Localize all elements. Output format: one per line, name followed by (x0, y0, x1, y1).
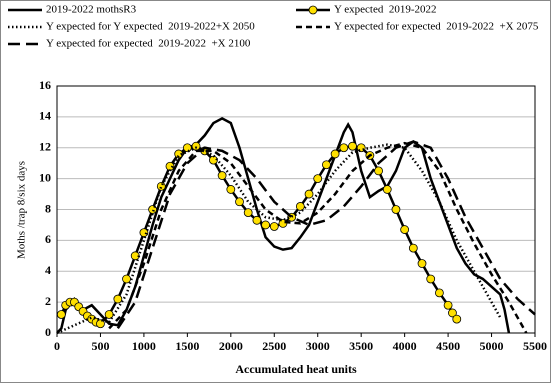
x-tick-label: 4500 (436, 339, 460, 353)
y-tick-label: 12 (39, 140, 51, 154)
data-point (104, 310, 114, 319)
legend-label: Y expected for expected 2019-2022 +X 207… (334, 21, 539, 33)
data-point (426, 274, 436, 284)
data-point (226, 185, 236, 194)
series-line (108, 141, 528, 334)
y-tick-label: 2 (45, 294, 51, 308)
legend-marker (308, 5, 318, 15)
x-tick-label: 4000 (393, 339, 417, 353)
y-tick-label: 16 (39, 78, 51, 92)
data-point (382, 185, 392, 194)
data-point (122, 274, 131, 284)
data-point (113, 294, 123, 304)
x-tick-label: 2500 (262, 339, 286, 353)
data-point (295, 202, 305, 211)
legend-label: Y expected 2019-2022 (334, 4, 437, 16)
data-point (243, 208, 253, 217)
data-point (348, 141, 357, 151)
data-point (217, 171, 227, 180)
data-point (252, 215, 262, 225)
series-line (116, 140, 536, 330)
x-tick-label: 500 (91, 339, 109, 353)
data-point (261, 220, 270, 230)
y-tick-label: 4 (45, 263, 51, 277)
data-point (322, 160, 331, 170)
x-tick-label: 1500 (175, 339, 199, 353)
data-point (408, 243, 418, 253)
legend-label: Y expected for expected 2019-2022 +X 210… (46, 38, 251, 50)
y-tick-label: 8 (45, 201, 51, 215)
y-axis-title: Moths /trap 8/six days (16, 161, 28, 259)
data-point (96, 319, 105, 329)
y-tick-label: 10 (39, 170, 51, 184)
data-point (374, 166, 383, 176)
x-tick-label: 5500 (523, 339, 547, 353)
x-tick-label: 0 (54, 339, 60, 353)
data-point (269, 222, 279, 231)
data-point (182, 143, 192, 153)
data-point (304, 189, 314, 199)
legend-label: Y expected for Y expected 2019-2022+X 20… (46, 21, 255, 33)
data-point (330, 149, 340, 159)
plot-frame (56, 85, 536, 334)
data-point (452, 314, 462, 324)
data-point (313, 174, 323, 184)
x-axis-title: Accumulated heat units (235, 362, 357, 376)
x-tick-label: 2000 (219, 339, 243, 353)
data-point (391, 205, 401, 214)
y-tick-label: 6 (45, 232, 51, 246)
data-point (339, 143, 349, 153)
y-tick-label: 0 (45, 325, 51, 339)
data-point (434, 288, 444, 298)
x-tick-label: 1000 (132, 339, 156, 353)
data-point (235, 197, 244, 207)
legend-label: 2019-2022 mothsR3 (46, 4, 137, 16)
data-point (448, 308, 457, 318)
data-point (156, 181, 166, 191)
data-point (400, 225, 410, 234)
y-tick-label: 14 (39, 109, 51, 123)
x-tick-label: 3500 (349, 339, 373, 353)
data-point (443, 300, 453, 310)
series-line (56, 117, 511, 334)
data-point (417, 259, 427, 268)
data-point (174, 149, 184, 159)
x-tick-label: 3000 (306, 339, 330, 353)
x-tick-label: 5000 (480, 339, 504, 353)
data-point (56, 310, 66, 319)
